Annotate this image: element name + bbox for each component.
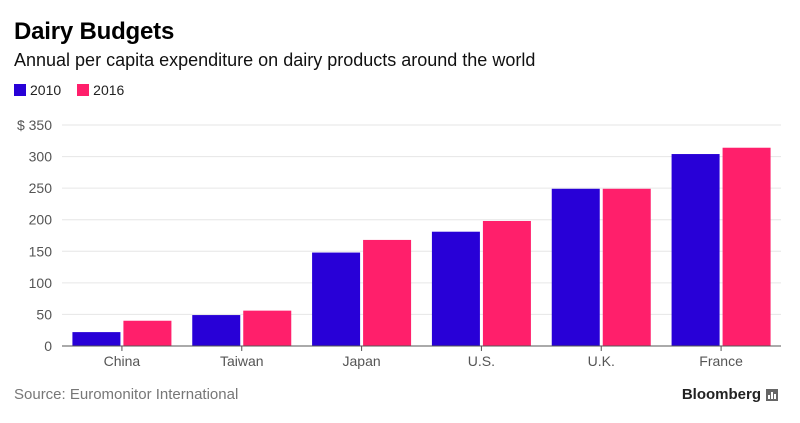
y-tick-label: $ 350 — [17, 117, 52, 133]
legend-item-2016: 2016 — [77, 82, 124, 98]
bar-2010-china — [72, 332, 121, 346]
bar-2016-uk — [602, 188, 651, 346]
legend: 2010 2016 — [14, 82, 140, 98]
bar-2016-taiwan — [243, 310, 292, 346]
bar-2010-france — [671, 154, 720, 346]
brand-logo: Bloomberg — [682, 386, 778, 403]
source-note: Source: Euromonitor International — [14, 386, 239, 403]
bar-2016-japan — [363, 239, 412, 346]
brand-name: Bloomberg — [681, 386, 761, 403]
legend-label-2016: 2016 — [93, 82, 125, 98]
y-tick-label: 300 — [29, 149, 53, 165]
bloomberg-chart-icon — [766, 388, 778, 401]
bar-2010-taiwan — [192, 315, 241, 346]
x-tick-label: France — [699, 353, 743, 369]
y-tick-label: 50 — [36, 306, 52, 322]
bar-2010-japan — [312, 252, 361, 346]
legend-item-2010: 2010 — [14, 82, 61, 98]
x-tick-label: U.S. — [468, 353, 495, 369]
y-tick-label: 0 — [44, 338, 52, 354]
y-tick-label: 100 — [29, 275, 53, 291]
bar-2016-us — [482, 220, 531, 346]
bar-2016-france — [722, 147, 771, 346]
legend-swatch-2016 — [77, 84, 90, 96]
chart-title: Dairy Budgets — [14, 18, 175, 45]
y-tick-label: 200 — [29, 212, 53, 228]
legend-label-2010: 2010 — [30, 82, 62, 98]
x-tick-label: Taiwan — [220, 353, 264, 369]
y-tick-label: 150 — [29, 243, 53, 259]
y-tick-label: 250 — [29, 180, 53, 196]
x-tick-label: U.K. — [588, 353, 615, 369]
bar-2010-uk — [551, 188, 600, 346]
chart-subtitle: Annual per capita expenditure on dairy p… — [14, 50, 536, 70]
legend-swatch-2010 — [14, 84, 26, 96]
x-tick-label: Japan — [343, 353, 381, 369]
x-tick-label: China — [104, 353, 141, 369]
bar-2010-us — [431, 231, 480, 346]
bar-2016-china — [123, 320, 172, 346]
